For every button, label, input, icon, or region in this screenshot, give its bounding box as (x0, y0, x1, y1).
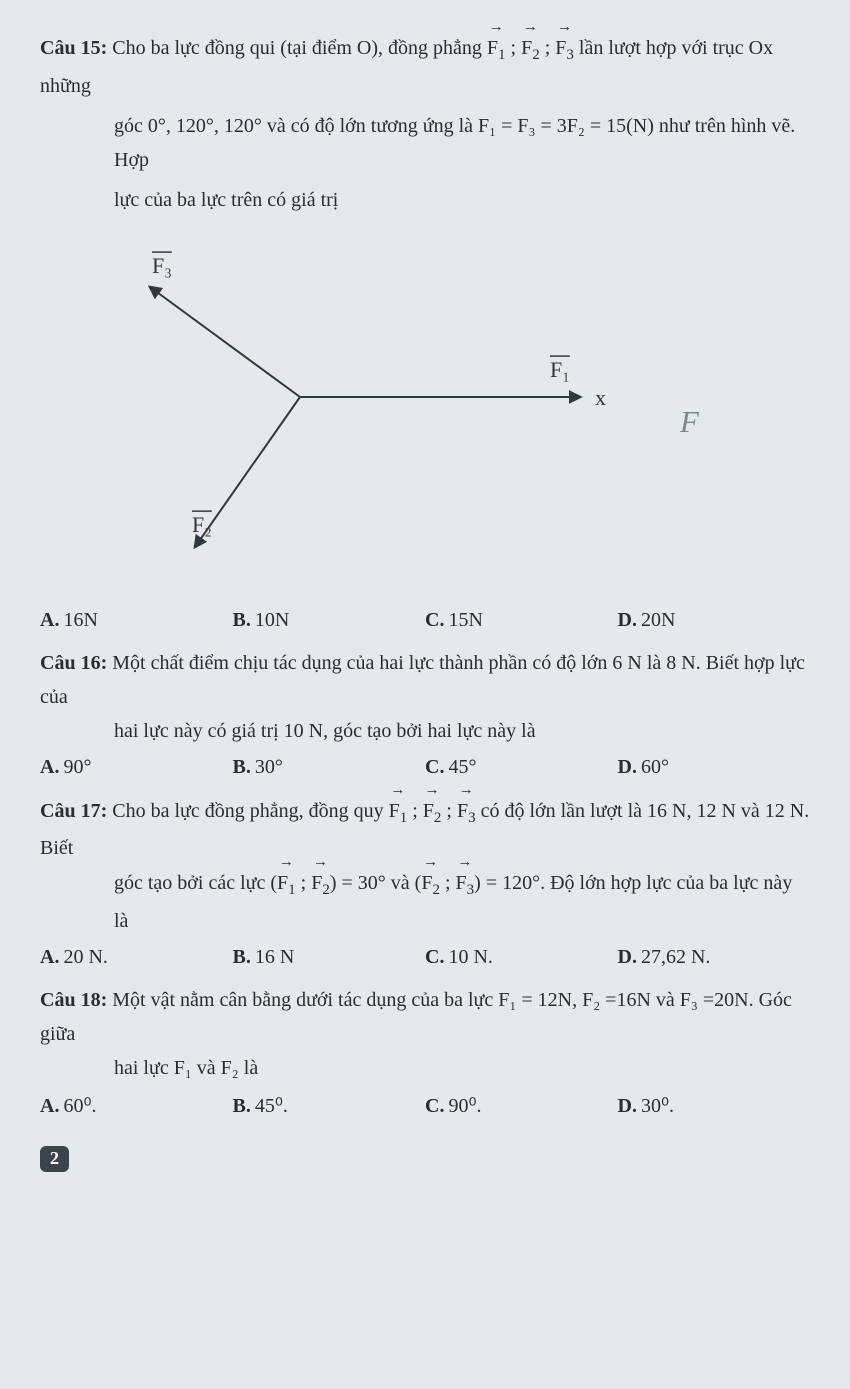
vec-f2b: F2 (423, 793, 442, 832)
vec-f1: F1 (487, 30, 506, 69)
q18-line2: hai lực F₁ và F₂ là (40, 1051, 810, 1085)
q16-text1: Một chất điểm chịu tác dụng của hai lực … (40, 652, 805, 708)
q17-opt-c: C.10 N. (425, 942, 618, 973)
vec-f3b: F3 (457, 793, 476, 832)
q16-opt-d: D.60° (618, 752, 811, 783)
q18-text1: Một vật nằm cân bằng dưới tác dụng của b… (40, 989, 792, 1045)
q16-line2: hai lực này có giá trị 10 N, góc tạo bởi… (40, 714, 810, 748)
q17-text1a: Cho ba lực đồng phẳng, đồng quy (112, 800, 383, 822)
q17-prefix: Câu 17: (40, 800, 107, 822)
q18-opt-d: D.30⁰. (618, 1089, 811, 1122)
q15-opt-a: A.16N (40, 605, 233, 636)
q15-line3: lực của ba lực trên có giá trị (40, 183, 810, 217)
q18-line1: Câu 18: Một vật nằm cân bằng dưới tác dụ… (40, 983, 810, 1051)
page-badge: 2 (40, 1132, 810, 1172)
q15-opt-c: C.15N (425, 605, 618, 636)
q15-text-a: Cho ba lực đồng qui (tại điểm O), đồng p… (112, 37, 487, 59)
q15-line2: góc 0°, 120°, 120° và có độ lớn tương ứn… (40, 109, 810, 177)
q18-answers: A.60⁰. B.45⁰. C.90⁰. D.30⁰. (40, 1089, 810, 1122)
svg-text:x: x (595, 385, 606, 410)
vec-f1c: F1 (277, 865, 296, 904)
vec-f3: F3 (555, 30, 574, 69)
q17-opt-a: A.20 N. (40, 942, 233, 973)
q16-opt-a: A.90° (40, 752, 233, 783)
svg-text:F₃: F₃ (152, 253, 172, 278)
q17-text2a: góc tạo bởi các lực (114, 872, 270, 894)
exam-page: Câu 15: Cho ba lực đồng qui (tại điểm O)… (0, 0, 850, 1389)
q15-line1: Câu 15: Cho ba lực đồng qui (tại điểm O)… (40, 30, 810, 103)
q16-prefix: Câu 16: (40, 652, 107, 674)
q16-line1: Câu 16: Một chất điểm chịu tác dụng của … (40, 646, 810, 714)
q15-opt-d: D.20N (618, 605, 811, 636)
q15-prefix: Câu 15: (40, 37, 107, 59)
page-number-badge: 2 (40, 1146, 69, 1172)
q18-prefix: Câu 18: (40, 989, 107, 1011)
q18-opt-b: B.45⁰. (233, 1089, 426, 1122)
q17-opt-b: B.16 N (233, 942, 426, 973)
q18-opt-c: C.90⁰. (425, 1089, 618, 1122)
q16-opt-b: B.30° (233, 752, 426, 783)
svg-text:F: F (679, 405, 700, 439)
vec-f3d: F3 (456, 865, 475, 904)
q15-opt-b: B.10N (233, 605, 426, 636)
q17-text2b: = 30° và (342, 872, 415, 894)
q15-answers: A.16N B.10N C.15N D.20N (40, 605, 810, 636)
vec-f1b: F1 (389, 793, 408, 832)
vec-f2d: F2 (421, 865, 440, 904)
force-diagram: F₁ F₂ F₃ x F (40, 227, 810, 587)
q18-opt-a: A.60⁰. (40, 1089, 233, 1122)
vec-f2: F2 (521, 30, 540, 69)
force-diagram-svg: F₁ F₂ F₃ x F (40, 227, 810, 587)
q17-opt-d: D.27,62 N. (618, 942, 811, 973)
svg-text:F₁: F₁ (550, 357, 570, 382)
vec-f2c: F2 (311, 865, 330, 904)
q17-answers: A.20 N. B.16 N C.10 N. D.27,62 N. (40, 942, 810, 973)
q17-line2: góc tạo bởi các lực (F1 ; F2) = 30° và (… (40, 865, 810, 938)
q16-answers: A.90° B.30° C.45° D.60° (40, 752, 810, 783)
q16-opt-c: C.45° (425, 752, 618, 783)
svg-text:F₂: F₂ (192, 512, 212, 537)
